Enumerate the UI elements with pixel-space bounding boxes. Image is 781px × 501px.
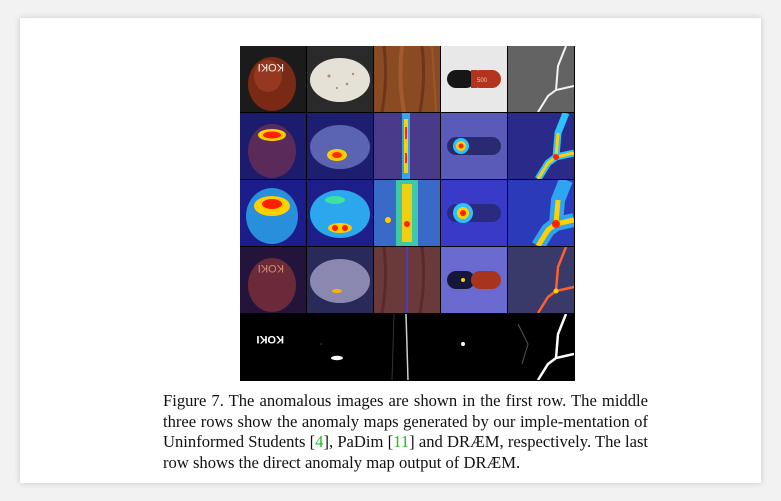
hazelnut-print-text: KOKI (258, 61, 284, 73)
map-us-pill (307, 113, 373, 179)
caption-text-2: ], PaDim [ (323, 432, 394, 451)
citation-link-4[interactable]: 4 (315, 432, 324, 451)
map-padim-pill (307, 180, 373, 246)
paper-page: KOKI (20, 18, 761, 483)
caption-text-1: Figure 7. The anomalous images are shown… (163, 391, 648, 451)
anomaly-figure-grid: KOKI (240, 46, 575, 381)
map-draem-wood (374, 247, 440, 313)
citation-link-11[interactable]: 11 (393, 432, 410, 451)
map-padim-hazelnut (240, 180, 306, 246)
mask-crack (508, 314, 574, 380)
map-padim-wood (374, 180, 440, 246)
image-crack (508, 46, 574, 112)
map-us-capsule (441, 113, 507, 179)
mask-pill (307, 314, 373, 380)
figure-caption: Figure 7. The anomalous images are shown… (163, 391, 648, 473)
image-hazelnut: KOKI (240, 46, 306, 112)
hazelnut-overlay-text: KOKI (258, 262, 284, 274)
svg-text:500: 500 (477, 78, 488, 84)
mask-wood (374, 314, 440, 380)
map-padim-crack (508, 180, 574, 246)
map-draem-crack (508, 247, 574, 313)
map-draem-hazelnut: KOKI (240, 247, 306, 313)
map-us-hazelnut (240, 113, 306, 179)
map-us-crack (508, 113, 574, 179)
hazelnut-mask-text: KOKI (257, 333, 285, 345)
mask-capsule (441, 314, 507, 380)
map-us-wood (374, 113, 440, 179)
mask-hazelnut: KOKI (240, 314, 306, 380)
image-pill (307, 46, 373, 112)
map-draem-capsule (441, 247, 507, 313)
map-draem-pill (307, 247, 373, 313)
image-wood (374, 46, 440, 112)
image-capsule: 500 (441, 46, 507, 112)
caption-text-3: ] and DRÆM, respectively. The last row s… (163, 432, 649, 472)
map-padim-capsule (441, 180, 507, 246)
